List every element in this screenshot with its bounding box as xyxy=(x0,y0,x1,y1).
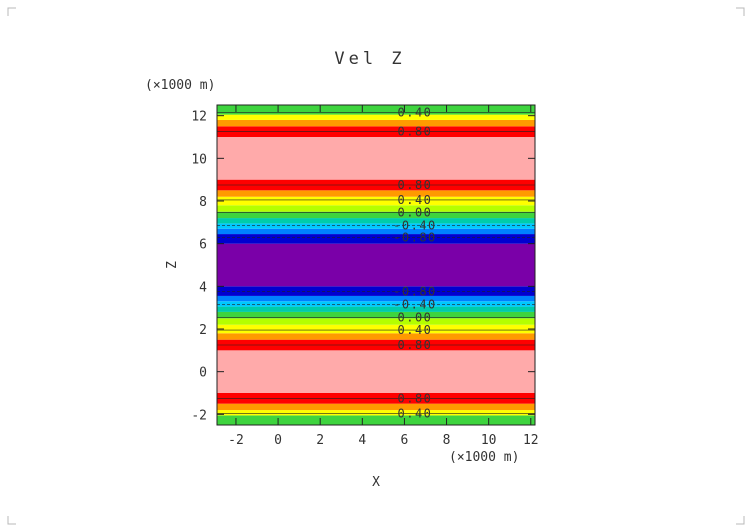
corner-mark-bottom-right xyxy=(736,516,745,525)
contour-label-11: 0.80 xyxy=(398,338,433,352)
band-yellow-21 xyxy=(217,196,535,206)
y-axis-label: Z xyxy=(165,261,180,269)
x-axis-label: X xyxy=(372,475,380,490)
y-tick-label-5: 8 xyxy=(199,195,207,210)
contour-label-8: -0.40 xyxy=(393,297,437,311)
x-axis-unit: (×1000 m) xyxy=(449,450,519,465)
band-teal-18 xyxy=(217,218,535,224)
band-green-9 xyxy=(217,311,535,319)
y-tick-label-4: 6 xyxy=(199,238,207,253)
chart-title: Vel Z xyxy=(334,49,405,69)
band-pink-4 xyxy=(217,350,535,393)
band-navy-15 xyxy=(217,234,535,244)
band-blue-12 xyxy=(217,295,535,302)
y-tick-label-0: -2 xyxy=(191,408,207,423)
x-tick-label-5: 8 xyxy=(443,433,451,448)
x-tick-label-7: 12 xyxy=(523,433,539,448)
band-yellow-7 xyxy=(217,324,535,334)
contour-label-2: 0.80 xyxy=(398,178,433,192)
band-lime-8 xyxy=(217,318,535,325)
y-tick-label-2: 2 xyxy=(199,323,207,338)
band-orange-6 xyxy=(217,333,535,340)
x-tick-label-2: 2 xyxy=(316,433,324,448)
band-orange-2 xyxy=(217,403,535,411)
corner-mark-top-right xyxy=(736,7,745,16)
contour-label-10: 0.40 xyxy=(398,323,433,337)
y-tick-label-7: 12 xyxy=(191,110,207,125)
x-tick-label-3: 4 xyxy=(358,433,366,448)
contour-label-7: -0.80 xyxy=(393,285,437,299)
band-navy-13 xyxy=(217,286,535,296)
band-yellow-1 xyxy=(217,410,535,416)
band-green-0 xyxy=(217,415,535,425)
x-tick-label-6: 10 xyxy=(481,433,497,448)
x-tick-label-0: -2 xyxy=(228,433,244,448)
band-lime-20 xyxy=(217,205,535,212)
contour-label-12: 0.80 xyxy=(398,391,433,405)
contour-label-4: 0.00 xyxy=(398,206,433,220)
contour-label-0: 0.40 xyxy=(398,105,433,119)
contour-label-5: -0.40 xyxy=(393,219,437,233)
contour-label-9: 0.00 xyxy=(398,310,433,324)
band-cyan-11 xyxy=(217,301,535,307)
band-teal-10 xyxy=(217,306,535,312)
contour-label-1: 0.80 xyxy=(398,125,433,139)
band-purple-14 xyxy=(217,243,535,287)
plot-frame xyxy=(216,104,536,426)
band-green-19 xyxy=(217,211,535,219)
y-tick-label-1: 0 xyxy=(199,366,207,381)
contour-label-6: -0.80 xyxy=(393,230,437,244)
y-tick-label-3: 4 xyxy=(199,280,207,295)
corner-mark-top-left xyxy=(7,7,16,16)
band-orange-22 xyxy=(217,190,535,197)
band-blue-16 xyxy=(217,228,535,235)
band-orange-26 xyxy=(217,119,535,127)
corner-mark-bottom-left xyxy=(7,516,16,525)
band-cyan-17 xyxy=(217,223,535,229)
band-yellow-27 xyxy=(217,114,535,120)
band-pink-24 xyxy=(217,137,535,180)
plot-area: 0.400.800.800.400.00-0.40-0.80-0.80-0.40… xyxy=(216,104,536,426)
y-tick-label-6: 10 xyxy=(191,152,207,167)
contour-label-3: 0.40 xyxy=(398,193,433,207)
contour-label-13: 0.40 xyxy=(398,406,433,420)
y-axis-unit: (×1000 m) xyxy=(145,78,215,93)
band-green-28 xyxy=(217,105,535,115)
x-tick-label-1: 0 xyxy=(274,433,282,448)
x-tick-label-4: 6 xyxy=(401,433,409,448)
axis-ticks: -2 0 2 4 6 8 10 12 -2 0 2 4 6 8 10 12 xyxy=(191,105,539,448)
